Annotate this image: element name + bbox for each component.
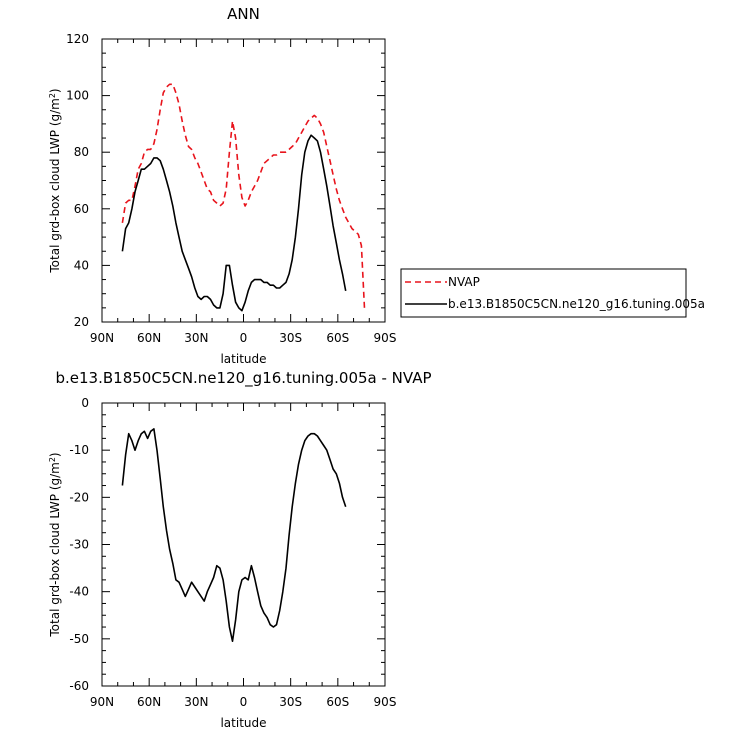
y-axis-label-superscript: 2 — [48, 457, 57, 462]
x-tick-label: 30S — [279, 695, 302, 709]
y-tick-label: -20 — [69, 490, 89, 504]
legend-label-2: b.e13.B1850C5CN.ne120_g16.tuning.005a — [448, 297, 705, 311]
x-axis-label: latitude — [220, 716, 266, 730]
series-line-2 — [121, 134, 347, 312]
y-tick-label: -30 — [69, 538, 89, 552]
y-axis-label: Total grd-box cloud LWP (g/m2) — [48, 88, 63, 273]
y-axis-label-superscript: 2 — [48, 93, 57, 98]
x-tick-label: 90N — [90, 331, 114, 345]
top-chart: 90N 60N 30N 0 30S 60S 90S 20 40 60 80 100 120 ANN lati… — [48, 5, 706, 366]
y-tick-label: 20 — [74, 315, 89, 329]
y-axis-label-text: Total grd-box cloud LWP (g/m — [48, 98, 62, 273]
x-tick-label: 90N — [90, 695, 114, 709]
chart-title: ANN — [227, 5, 260, 23]
x-tick-label: 30N — [184, 695, 208, 709]
y-tick-label: -40 — [69, 585, 89, 599]
y-axis-label-text: Total grd-box cloud LWP (g/m — [48, 462, 62, 637]
x-tick-label: 30N — [184, 331, 208, 345]
plot-frame — [101, 402, 386, 687]
plot-frame — [101, 38, 386, 323]
chart-title: b.e13.B1850C5CN.ne120_g16.tuning.005a - … — [55, 369, 431, 388]
y-tick-label: 100 — [66, 89, 89, 103]
y-tick-label: -50 — [69, 632, 89, 646]
x-tick-label: 60S — [326, 695, 349, 709]
legend-box — [400, 268, 687, 318]
bottom-chart: 90N 60N 30N 0 30S 60S 90S -60 -50 -40 -30 -20 -10 0 b.… — [48, 369, 432, 730]
series-line-1 — [121, 83, 366, 311]
x-tick-label: 60S — [326, 331, 349, 345]
x-axis-label: latitude — [220, 352, 266, 366]
x-tick-label: 0 — [240, 331, 248, 345]
x-tick-label: 90S — [374, 695, 397, 709]
x-tick-label: 0 — [240, 695, 248, 709]
y-tick-label: 80 — [74, 145, 89, 159]
y-tick-label: 40 — [74, 258, 89, 272]
legend-label-1: NVAP — [448, 275, 480, 289]
x-tick-label: 30S — [279, 331, 302, 345]
series-line-1 — [121, 428, 347, 643]
y-tick-label: -60 — [69, 679, 89, 693]
y-tick-label: 0 — [81, 396, 89, 410]
y-axis-label-close: ) — [48, 88, 62, 93]
x-tick-label: 60N — [137, 331, 161, 345]
y-tick-label: 120 — [66, 32, 89, 46]
y-tick-label: 60 — [74, 202, 89, 216]
y-axis-label-close: ) — [48, 452, 62, 457]
x-tick-label: 90S — [374, 331, 397, 345]
y-axis-label: Total grd-box cloud LWP (g/m2) — [48, 452, 63, 637]
y-tick-label: -10 — [69, 443, 89, 457]
legend: NVAP b.e13.B1850C5CN.ne120_g16.tuning.005… — [400, 268, 705, 318]
x-tick-label: 60N — [137, 695, 161, 709]
